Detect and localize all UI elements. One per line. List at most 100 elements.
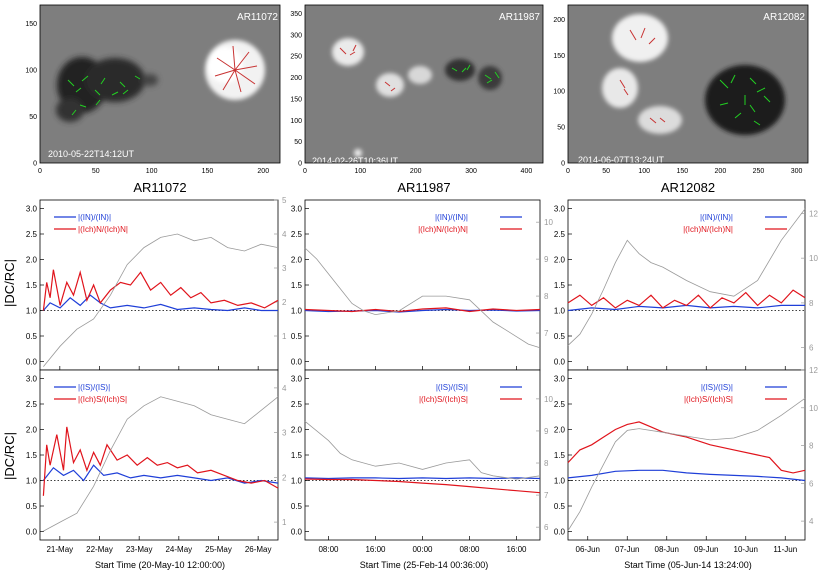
- series-line-gray: [304, 247, 541, 349]
- y2-tick-label: 9: [544, 427, 549, 436]
- y2-tick-label: 5: [282, 196, 287, 205]
- y2-tick-label: 7: [544, 491, 549, 500]
- y-tick-label: 0.0: [291, 528, 303, 537]
- magnetogram-timestamp: 2010-05-22T14:12UT: [48, 149, 135, 159]
- y-tick-label: 0.0: [26, 528, 38, 537]
- magnetogram-title: AR11987: [499, 12, 540, 23]
- y-tick-label: 1.0: [554, 307, 566, 316]
- magnetogram-y-tick-label: 100: [290, 118, 302, 125]
- y-tick-label: 0.5: [291, 502, 303, 511]
- magnetogram-timestamp: 2014-06-07T13:24UT: [578, 155, 665, 165]
- green-vectors: [451, 64, 500, 84]
- legend-label: |(Ich)N/(Ich)N|: [418, 225, 468, 234]
- y-tick-label: 0.5: [26, 332, 38, 341]
- y2-tick-label: 1: [282, 332, 287, 341]
- y2-tick-label: 7: [544, 329, 549, 338]
- x-tick-label: 16:00: [506, 545, 527, 554]
- y2-tick-label: 6: [544, 523, 549, 532]
- series-line-gray: [43, 233, 279, 367]
- y2-tick-label: 12: [809, 366, 818, 375]
- series-line-blue: [304, 477, 541, 480]
- y-tick-label: 2.0: [554, 426, 566, 435]
- y-tick-label: 1.0: [291, 477, 303, 486]
- y-axis-label: |DC/RC|: [2, 259, 17, 307]
- y2-tick-label: 12: [809, 209, 818, 218]
- time-series-panels: 0.00.51.01.52.02.53.012345|(IN)/(IN)||(I…: [26, 196, 819, 554]
- y-tick-label: 0.5: [291, 332, 303, 341]
- magnetogram-y-tick-label: 150: [25, 21, 37, 28]
- green-vectors: [719, 74, 771, 126]
- magnetogram-ar11987: AR11987 2014-02-26T10:36UT: [304, 4, 544, 166]
- y2-tick-label: 10: [544, 395, 553, 404]
- y-tick-label: 0.0: [554, 358, 566, 367]
- red-vectors: [339, 44, 396, 92]
- x-axis-label: Start Time (05-Jun-14 13:24:00): [624, 560, 752, 570]
- y-tick-label: 2.0: [554, 256, 566, 265]
- series-line-blue: [42, 294, 278, 312]
- magnetogram-y-tick-label: 100: [25, 68, 37, 75]
- series-line-gray: [567, 208, 806, 346]
- y-tick-label: 0.5: [554, 502, 566, 511]
- magnetogram-frame: [304, 4, 544, 164]
- positive-polarity-regions: [602, 14, 682, 134]
- y-tick-label: 0.0: [26, 358, 38, 367]
- y2-tick-label: 8: [809, 299, 814, 308]
- magnetogram-x-tick-label: 100: [146, 168, 158, 175]
- magnetogram-x-tick-label: 100: [638, 168, 650, 175]
- red-vectors: [619, 27, 666, 124]
- y-tick-label: 2.5: [291, 230, 303, 239]
- legend-label: |(Ich)S/(Ich)S|: [684, 395, 733, 404]
- y2-tick-label: 8: [544, 459, 549, 468]
- column-title: AR11072: [133, 180, 186, 195]
- x-tick-label: 16:00: [365, 545, 386, 554]
- magnetogram-x-tick-label: 400: [521, 168, 533, 175]
- y2-tick-label: 3: [282, 429, 287, 438]
- magnetogram-y-tick-label: 200: [553, 17, 565, 24]
- y2-tick-label: 10: [809, 404, 818, 413]
- legend-label: |(Ich)S/(Ich)S|: [419, 395, 468, 404]
- y-tick-label: 0.5: [554, 332, 566, 341]
- magnetogram-x-tick-label: 150: [202, 168, 214, 175]
- x-tick-label: 07-Jun: [615, 545, 639, 554]
- x-tick-label: 09-Jun: [694, 545, 718, 554]
- y-axis-label: |DC/RC|: [2, 432, 17, 480]
- y-tick-label: 2.5: [554, 230, 566, 239]
- y-tick-label: 1.0: [291, 307, 303, 316]
- y2-tick-label: 2: [282, 298, 287, 307]
- y-tick-label: 2.5: [26, 400, 38, 409]
- magnetogram-x-tick-label: 250: [753, 168, 765, 175]
- y2-tick-label: 9: [544, 255, 549, 264]
- y-tick-label: 0.0: [554, 528, 566, 537]
- series-line-red: [42, 269, 279, 311]
- magnetogram-x-tick-label: 50: [602, 168, 610, 175]
- magnetogram-x-tick-label: 200: [410, 168, 422, 175]
- green-vectors: [67, 75, 141, 116]
- x-tick-label: 22-May: [86, 545, 113, 554]
- plot-frame: [567, 369, 806, 541]
- magnetogram-y-tick-label: 0: [33, 161, 37, 168]
- plot-frame: [567, 199, 806, 371]
- legend-label: |(Ich)S/(Ich)S|: [78, 395, 127, 404]
- magnetogram-y-tick-label: 250: [290, 54, 302, 61]
- magnetogram-x-tick-label: 300: [791, 168, 803, 175]
- y2-tick-label: 8: [809, 442, 814, 451]
- y-tick-label: 1.5: [554, 451, 566, 460]
- chart-panel: 0.0 0.5 1.0 1.5 2.0 2.5 3.0 1 2 3 4 5 |(IN)/(IN)| |(I…: [26, 196, 287, 371]
- x-tick-label: 08:00: [318, 545, 339, 554]
- magnetogram-y-tick-label: 200: [290, 75, 302, 82]
- magnetogram-y-tick-label: 100: [553, 89, 565, 96]
- x-tick-label: 23-May: [126, 545, 153, 554]
- chart-panel: 0.0 0.5 1.0 1.5 2.0 2.5 3.0 6 7 8 9 10 08:00 16:00 00:…: [291, 369, 553, 554]
- magnetogram-y-tick-label: 0: [561, 161, 565, 168]
- red-vectors: [214, 45, 258, 93]
- y2-tick-label: 4: [809, 517, 814, 526]
- series-line-gray: [304, 420, 541, 480]
- column-title: AR12082: [661, 180, 715, 195]
- chart-panel: 0.0 0.5 1.0 1.5 2.0 2.5 3.0 6 8 10 12 |(IN)/(IN)| |(…: [554, 199, 818, 371]
- magnetogram-y-tick-label: 150: [553, 53, 565, 60]
- x-axis-label: Start Time (25-Feb-14 00:36:00): [360, 560, 489, 570]
- magnetogram-timestamp: 2014-02-26T10:36UT: [312, 156, 399, 166]
- magnetogram-tick-labels: 0 50 100 150 200 0 50 100 150 0 100 200 300 400 0 50 100…: [25, 11, 802, 175]
- y2-tick-label: 8: [544, 292, 549, 301]
